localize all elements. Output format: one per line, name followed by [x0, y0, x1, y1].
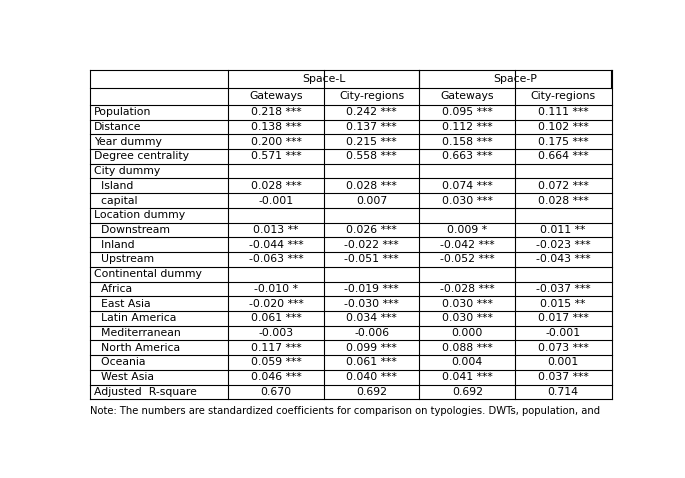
- Text: 0.073 ***: 0.073 ***: [538, 343, 588, 353]
- Text: Gateways: Gateways: [440, 91, 494, 101]
- Text: Location dummy: Location dummy: [94, 210, 185, 220]
- Text: 0.137 ***: 0.137 ***: [347, 122, 397, 132]
- Text: 0.061 ***: 0.061 ***: [251, 313, 301, 323]
- Text: -0.028 ***: -0.028 ***: [440, 284, 495, 294]
- Text: -0.030 ***: -0.030 ***: [345, 299, 399, 309]
- Text: Oceania: Oceania: [94, 358, 145, 368]
- Text: 0.009 *: 0.009 *: [447, 225, 487, 235]
- Text: 0.028 ***: 0.028 ***: [347, 181, 397, 191]
- Text: -0.052 ***: -0.052 ***: [440, 254, 495, 264]
- Text: -0.051 ***: -0.051 ***: [345, 254, 399, 264]
- Text: Degree centrality: Degree centrality: [94, 152, 188, 162]
- Text: 0.692: 0.692: [452, 387, 483, 397]
- Text: 0.102 ***: 0.102 ***: [538, 122, 588, 132]
- Text: -0.023 ***: -0.023 ***: [536, 239, 590, 250]
- Text: 0.061 ***: 0.061 ***: [347, 358, 397, 368]
- Text: -0.022 ***: -0.022 ***: [345, 239, 399, 250]
- Text: 0.099 ***: 0.099 ***: [347, 343, 397, 353]
- Text: -0.037 ***: -0.037 ***: [536, 284, 590, 294]
- Text: 0.664 ***: 0.664 ***: [538, 152, 588, 162]
- Text: Upstream: Upstream: [94, 254, 153, 264]
- Text: -0.044 ***: -0.044 ***: [249, 239, 303, 250]
- Text: 0.138 ***: 0.138 ***: [251, 122, 301, 132]
- Text: Africa: Africa: [94, 284, 132, 294]
- Text: Space-L: Space-L: [302, 74, 346, 84]
- Text: 0.030 ***: 0.030 ***: [442, 299, 493, 309]
- Text: -0.003: -0.003: [258, 328, 294, 338]
- Text: 0.714: 0.714: [547, 387, 578, 397]
- Text: East Asia: East Asia: [94, 299, 150, 309]
- Text: 0.175 ***: 0.175 ***: [538, 137, 588, 147]
- Text: 0.158 ***: 0.158 ***: [442, 137, 493, 147]
- Text: 0.040 ***: 0.040 ***: [346, 372, 397, 382]
- Text: 0.558 ***: 0.558 ***: [347, 152, 397, 162]
- Text: Population: Population: [94, 107, 151, 117]
- Text: 0.095 ***: 0.095 ***: [442, 107, 493, 117]
- Text: 0.026 ***: 0.026 ***: [347, 225, 397, 235]
- Text: capital: capital: [94, 196, 137, 206]
- Text: 0.117 ***: 0.117 ***: [251, 343, 301, 353]
- Text: -0.020 ***: -0.020 ***: [249, 299, 303, 309]
- Text: 0.059 ***: 0.059 ***: [251, 358, 301, 368]
- Text: City-regions: City-regions: [530, 91, 595, 101]
- Text: 0.028 ***: 0.028 ***: [251, 181, 301, 191]
- Text: 0.034 ***: 0.034 ***: [347, 313, 397, 323]
- Text: Inland: Inland: [94, 239, 134, 250]
- Text: 0.088 ***: 0.088 ***: [442, 343, 493, 353]
- Text: -0.063 ***: -0.063 ***: [249, 254, 303, 264]
- Text: Gateways: Gateways: [249, 91, 303, 101]
- Text: 0.242 ***: 0.242 ***: [347, 107, 397, 117]
- Text: Distance: Distance: [94, 122, 141, 132]
- Text: 0.111 ***: 0.111 ***: [538, 107, 588, 117]
- Text: Latin America: Latin America: [94, 313, 176, 323]
- Text: City-regions: City-regions: [339, 91, 404, 101]
- Text: -0.006: -0.006: [354, 328, 389, 338]
- Text: 0.037 ***: 0.037 ***: [538, 372, 588, 382]
- Text: Space-P: Space-P: [493, 74, 537, 84]
- Text: 0.200 ***: 0.200 ***: [251, 137, 301, 147]
- Text: 0.072 ***: 0.072 ***: [538, 181, 588, 191]
- Text: 0.028 ***: 0.028 ***: [538, 196, 588, 206]
- Text: 0.571 ***: 0.571 ***: [251, 152, 301, 162]
- Text: -0.001: -0.001: [545, 328, 580, 338]
- Text: 0.004: 0.004: [451, 358, 483, 368]
- Text: 0.017 ***: 0.017 ***: [538, 313, 588, 323]
- Text: West Asia: West Asia: [94, 372, 153, 382]
- Text: North America: North America: [94, 343, 179, 353]
- Text: 0.041 ***: 0.041 ***: [442, 372, 493, 382]
- Text: Downstream: Downstream: [94, 225, 170, 235]
- Text: -0.010 *: -0.010 *: [254, 284, 298, 294]
- Text: Note: The numbers are standardized coefficients for comparison on typologies. DW: Note: The numbers are standardized coeff…: [90, 406, 600, 416]
- Text: 0.074 ***: 0.074 ***: [442, 181, 493, 191]
- Text: 0.692: 0.692: [356, 387, 387, 397]
- Text: City dummy: City dummy: [94, 166, 160, 176]
- Text: 0.663 ***: 0.663 ***: [442, 152, 493, 162]
- Text: 0.670: 0.670: [260, 387, 292, 397]
- Text: 0.030 ***: 0.030 ***: [442, 196, 493, 206]
- Text: 0.030 ***: 0.030 ***: [442, 313, 493, 323]
- Text: 0.011 **: 0.011 **: [540, 225, 586, 235]
- Text: Island: Island: [94, 181, 133, 191]
- Text: 0.001: 0.001: [547, 358, 579, 368]
- Text: Mediterranean: Mediterranean: [94, 328, 180, 338]
- Text: 0.215 ***: 0.215 ***: [347, 137, 397, 147]
- Text: 0.218 ***: 0.218 ***: [251, 107, 301, 117]
- Text: 0.013 **: 0.013 **: [253, 225, 299, 235]
- Text: 0.007: 0.007: [356, 196, 387, 206]
- Text: -0.043 ***: -0.043 ***: [536, 254, 590, 264]
- Text: -0.001: -0.001: [258, 196, 294, 206]
- Text: Continental dummy: Continental dummy: [94, 269, 201, 279]
- Text: Adjusted  R-square: Adjusted R-square: [94, 387, 197, 397]
- Text: -0.042 ***: -0.042 ***: [440, 239, 495, 250]
- Text: 0.015 **: 0.015 **: [540, 299, 586, 309]
- Text: 0.000: 0.000: [451, 328, 483, 338]
- Text: -0.019 ***: -0.019 ***: [345, 284, 399, 294]
- Text: Year dummy: Year dummy: [94, 137, 162, 147]
- Text: 0.112 ***: 0.112 ***: [442, 122, 493, 132]
- Text: 0.046 ***: 0.046 ***: [251, 372, 301, 382]
